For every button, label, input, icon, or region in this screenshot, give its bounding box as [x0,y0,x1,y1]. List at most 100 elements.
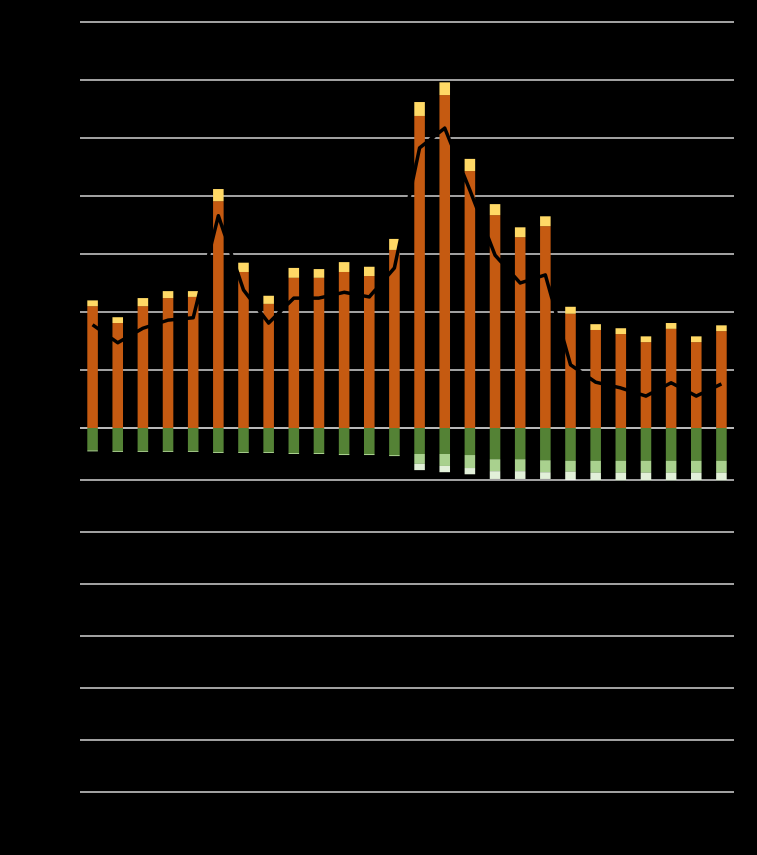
bar-segment [288,428,300,453]
bar-segment [137,298,149,307]
bar-segment [565,428,576,461]
bar-segment [137,306,149,428]
bar-segment [137,450,149,452]
bar-segment [690,460,702,473]
bar-segment [615,472,627,481]
bar-segment [489,204,501,216]
bar-segment [464,428,476,456]
bar-segment [238,428,249,452]
bar-segment [313,428,325,453]
bar-segment [665,328,677,428]
bar-segment [690,428,702,461]
bar-segment [263,303,274,428]
bar-segment [187,428,199,451]
bar-segment [540,472,551,479]
bar-segment [665,428,677,461]
bar-segment [87,428,98,451]
bar-segment [665,323,677,329]
bar-segment [338,454,350,456]
bar-segment [87,300,98,307]
bar-segment [489,428,501,460]
bar-segment [439,428,451,454]
bar-segment [263,451,274,453]
bar-segment [716,325,727,332]
bar-segment [414,102,425,116]
bar-segment [716,428,727,461]
bar-segment [389,238,400,250]
bar-segment [162,428,174,451]
bar-segment [313,277,325,428]
bar-segment [590,329,601,428]
bar-segment [162,450,174,452]
bar-segment [640,428,652,461]
bar-segment [690,336,702,343]
bar-segment [464,468,476,475]
bar-segment [238,262,249,272]
bar-segment [514,459,526,472]
bar-segment [238,271,249,428]
bar-segment [489,471,501,479]
bar-segment [464,158,476,172]
bar-segment [187,450,199,452]
bar-segment [590,460,601,473]
bar-segment [640,472,652,481]
bar-segment [313,452,325,454]
bar-segment [213,451,224,453]
bar-segment [716,460,727,473]
bar-segment [87,306,98,428]
bar-segment [187,291,199,297]
bar-segment [439,465,451,473]
bar-segment [162,291,174,299]
bar-segment [414,454,425,464]
bar-segment [288,267,300,278]
bar-segment [640,460,652,473]
bar-segment [540,216,551,227]
bar-segment [414,428,425,454]
bar-segment [162,298,174,428]
bar-segment [615,334,627,428]
bar-segment [565,306,576,314]
bar-segment [389,455,400,457]
bar-segment [716,331,727,428]
bar-segment [514,471,526,479]
bar-segment [112,428,124,451]
bar-segment [439,454,451,466]
line [91,126,723,398]
bar-segment [338,428,350,454]
bar-segment [489,215,501,428]
bar-segment [640,342,652,428]
bar-segment [363,276,375,428]
bar-segment [716,472,727,481]
bar-segment [363,454,375,456]
bar-segment [615,460,627,473]
bar-segment [514,227,526,238]
bar-segment [565,471,576,480]
bar-segment [590,428,601,461]
bar-segment [565,313,576,428]
bar-segment [640,336,652,343]
bar-segment [187,296,199,428]
bar-segment [213,189,224,202]
bar-segment [439,82,451,96]
bars [87,82,727,481]
bar-segment [112,450,124,452]
lines [91,126,723,398]
bar-segment [263,428,274,452]
bar-segment [363,428,375,454]
bar-segment [263,295,274,304]
bar-segment [565,460,576,472]
bar-segment [238,451,249,453]
bar-segment [665,460,677,473]
bar-segment [690,342,702,428]
bar-segment [540,460,551,473]
bar-segment [213,201,224,428]
bar-segment [615,328,627,335]
bar-segment [615,428,627,461]
bar-segment [590,472,601,481]
bar-segment [464,171,476,428]
bar-segment [213,428,224,452]
bar-segment [514,428,526,460]
bar-segment [540,226,551,428]
